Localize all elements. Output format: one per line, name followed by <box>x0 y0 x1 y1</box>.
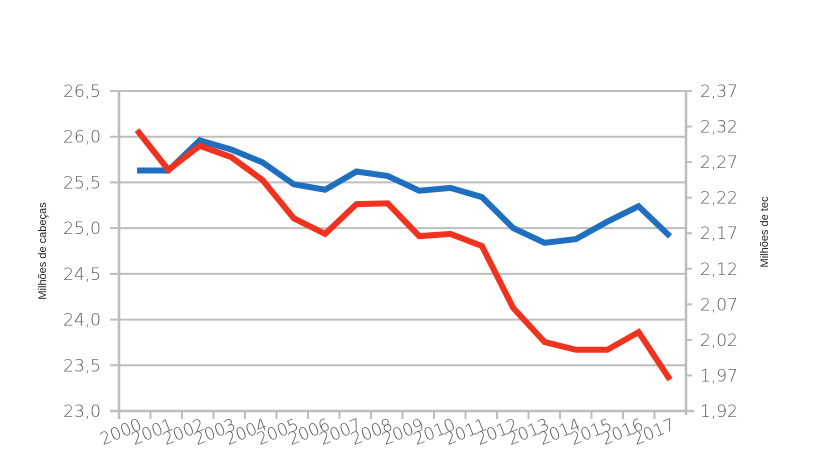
right-tick-label: 2,32 <box>700 118 738 138</box>
right-axis-tick-labels: 2,37 2,32 2,27 2,22 2,17 2,12 2,07 2,02 1,97 1,92 <box>700 82 738 422</box>
left-tick-label: 23,0 <box>63 402 101 422</box>
left-tick-label: 26,5 <box>63 82 101 102</box>
right-tick-label: 2,12 <box>700 260 738 280</box>
gridlines <box>110 90 686 412</box>
right-tick-label: 2,17 <box>700 224 738 244</box>
right-tick-label: 2,37 <box>700 82 738 102</box>
right-tick-label: 2,27 <box>700 153 738 173</box>
series-line-tec <box>134 128 673 382</box>
right-tick-label: 1,97 <box>700 366 738 386</box>
right-tick-label: 2,02 <box>700 331 738 351</box>
right-tick-label: 2,22 <box>700 189 738 209</box>
left-tick-label: 24,5 <box>63 265 101 285</box>
series-lines <box>134 128 673 382</box>
left-axis-title: Milhões de cabeças <box>37 202 49 300</box>
x-axis-tick-labels: 2000200120022003200420052006200720082009… <box>97 415 678 450</box>
left-tick-label: 24,0 <box>63 311 101 331</box>
left-tick-label: 25,5 <box>63 173 101 193</box>
right-axis-title: Milhões de tec <box>759 196 771 267</box>
left-axis-tick-labels: 26,5 26,0 25,5 25,0 24,5 24,0 23,5 23,0 <box>63 82 101 422</box>
left-tick-label: 23,5 <box>63 356 101 376</box>
left-tick-label: 26,0 <box>63 128 101 148</box>
series-line-cabecas <box>137 137 673 246</box>
right-tick-label: 1,92 <box>700 402 738 422</box>
right-tick-label: 2,07 <box>700 295 738 315</box>
left-tick-label: 25,0 <box>63 219 101 239</box>
axes <box>110 90 694 419</box>
